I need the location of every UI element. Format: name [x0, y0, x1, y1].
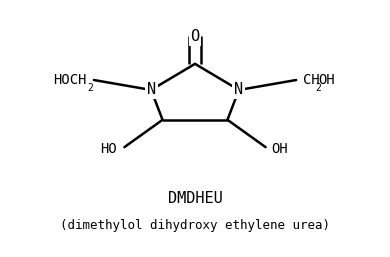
- Text: 2: 2: [315, 84, 321, 94]
- Text: CH: CH: [303, 72, 320, 87]
- Text: DMDHEU: DMDHEU: [168, 191, 222, 206]
- Text: 2: 2: [87, 84, 93, 94]
- Text: N: N: [234, 82, 243, 97]
- Text: HOCH: HOCH: [53, 72, 86, 87]
- Text: O: O: [190, 29, 200, 44]
- Text: N: N: [147, 82, 156, 97]
- Text: OH: OH: [318, 72, 335, 87]
- Text: (dimethylol dihydroxy ethylene urea): (dimethylol dihydroxy ethylene urea): [60, 219, 330, 232]
- Text: OH: OH: [271, 142, 288, 156]
- Text: HO: HO: [100, 142, 117, 156]
